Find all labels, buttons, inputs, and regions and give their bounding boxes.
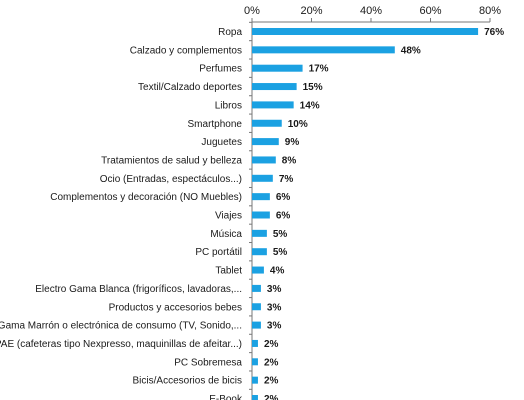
bar [252, 101, 294, 109]
bar [252, 303, 261, 311]
category-label: PC portátil [195, 247, 242, 258]
category-label: Calzado y complementos [130, 45, 242, 56]
category-label: Productos y accesorios bebes [109, 302, 242, 313]
category-label: Ropa [218, 27, 242, 38]
x-tick-label: 0% [244, 5, 260, 17]
data-label: 48% [401, 45, 421, 56]
data-label: 2% [264, 339, 279, 350]
category-label: Juguetes [201, 137, 242, 148]
bar [252, 229, 267, 237]
data-label: 4% [270, 266, 285, 277]
category-label: Perfumes [199, 64, 242, 75]
category-label: E-Book [209, 394, 243, 400]
category-label: Smartphone [188, 119, 243, 130]
category-label: Tablet [215, 266, 242, 277]
bar [252, 156, 276, 164]
x-tick-label: 20% [300, 5, 322, 17]
bar [252, 28, 479, 35]
category-label: Música [210, 229, 242, 240]
data-label: 3% [267, 284, 282, 295]
data-label: 3% [267, 302, 282, 313]
category-label: Gama Marrón o electrónica de consumo (TV… [0, 321, 242, 332]
bar [252, 211, 270, 219]
category-label: PC Sobremesa [174, 357, 242, 368]
data-label: 5% [273, 247, 288, 258]
category-label: Libros [215, 100, 242, 111]
x-tick-label: 80% [479, 5, 501, 17]
data-label: 6% [276, 192, 291, 203]
data-label: 2% [264, 394, 279, 400]
bar [252, 174, 273, 182]
x-tick-label: 40% [360, 5, 382, 17]
data-label: 3% [267, 321, 282, 332]
category-label: Tratamientos de salud y belleza [101, 155, 242, 166]
data-label: 15% [303, 82, 323, 93]
data-label: 9% [285, 137, 300, 148]
bar [252, 83, 297, 91]
bar [252, 138, 279, 146]
bar [252, 339, 258, 347]
category-label: Electro Gama Blanca (frigoríficos, lavad… [35, 284, 242, 295]
data-label: 5% [273, 229, 288, 240]
bar [252, 321, 261, 329]
data-label: 7% [279, 174, 294, 185]
data-label: 2% [264, 357, 279, 368]
category-label: Bicis/Accesorios de bicis [133, 376, 242, 387]
bar [252, 395, 258, 400]
bar [252, 266, 264, 274]
bar [252, 284, 261, 292]
x-tick-label: 60% [419, 5, 441, 17]
bar [252, 64, 303, 72]
category-label: PAE (cafeteras tipo Nexpresso, maquinill… [0, 339, 242, 350]
data-label: 6% [276, 211, 291, 222]
data-label: 17% [309, 64, 329, 75]
data-label: 2% [264, 376, 279, 387]
bar [252, 193, 270, 201]
category-label: Complementos y decoración (NO Muebles) [50, 192, 242, 203]
category-label: Textil/Calzado deportes [138, 82, 242, 93]
data-label: 8% [282, 155, 297, 166]
bar [252, 248, 267, 256]
data-label: 76% [484, 27, 504, 38]
bar [252, 358, 258, 366]
category-label: Ocio (Entradas, espectáculos...) [100, 174, 242, 185]
data-label: 14% [300, 100, 320, 111]
data-label: 10% [288, 119, 308, 130]
bar [252, 119, 282, 127]
bar [252, 46, 395, 54]
bar [252, 376, 258, 384]
category-label: Viajes [215, 211, 242, 222]
